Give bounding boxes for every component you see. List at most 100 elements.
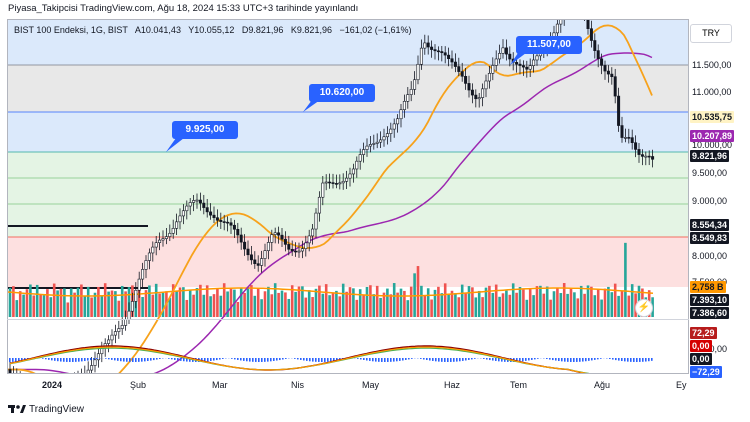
volume-bar — [46, 289, 49, 317]
macd-hist-bar — [399, 358, 401, 361]
macd-hist-bar — [177, 358, 179, 361]
volume-bar — [620, 291, 624, 317]
candle-body — [647, 155, 651, 158]
candle-body — [433, 49, 437, 52]
volume-bar — [365, 286, 369, 317]
candle-body — [494, 58, 498, 66]
candle-body — [640, 154, 644, 157]
volume-bar — [617, 295, 620, 317]
macd-hist-bar — [594, 358, 596, 360]
macd-hist-bar — [465, 358, 467, 361]
candle-body — [426, 42, 430, 48]
macd-hist-bar — [609, 358, 611, 360]
volume-ma-line — [8, 287, 654, 297]
volume-bar — [369, 285, 372, 317]
candle-body — [596, 50, 600, 60]
macd-hist-bar — [222, 358, 224, 359]
volume-bar — [144, 290, 148, 317]
candle-body — [467, 83, 471, 91]
candle-body — [399, 109, 403, 120]
volume-bar — [362, 294, 365, 317]
macd-hist-bar — [276, 358, 278, 361]
tradingview-footer[interactable]: TradingView — [8, 404, 84, 415]
candle-body — [484, 80, 488, 90]
macd-hist-bar — [258, 358, 260, 362]
date-label: Şub — [130, 380, 147, 390]
candle-body — [372, 143, 376, 145]
volume-bar — [307, 290, 311, 317]
macd-hist-bar — [381, 358, 383, 362]
macd-hist-bar — [330, 358, 332, 362]
macd-hist-bar — [387, 358, 389, 362]
candle-body — [144, 260, 148, 270]
volume-bar — [314, 288, 318, 317]
volume-bar — [586, 285, 590, 317]
candle-body — [297, 250, 301, 253]
price-axis-label: 9.500,00 — [692, 168, 728, 178]
macd-hist-bar — [78, 358, 80, 362]
volume-bar — [25, 289, 29, 317]
candle-body — [96, 353, 100, 361]
volume-bar — [114, 291, 117, 317]
macd-hist-bar — [618, 358, 620, 361]
volume-bar — [562, 283, 566, 317]
volume-bar — [226, 291, 229, 317]
volume-bar — [83, 296, 87, 317]
macd-hist-bar — [648, 358, 650, 362]
volume-bar — [263, 291, 267, 317]
date-label: May — [362, 380, 380, 390]
macd-hist-bar — [576, 358, 578, 362]
volume-bar — [260, 299, 263, 317]
macd-hist-bar — [579, 358, 581, 362]
candle-body — [481, 88, 485, 98]
volume-bar — [471, 287, 474, 317]
volume-bar — [552, 291, 556, 317]
candle-body — [178, 215, 182, 223]
macd-hist-bar — [585, 358, 587, 362]
candle-body — [406, 94, 410, 102]
volume-bar — [76, 287, 80, 317]
candle-body — [501, 47, 505, 54]
volume-bar — [596, 289, 600, 317]
candle-body — [113, 331, 117, 336]
volume-bar — [66, 302, 70, 317]
macd-hist-bar — [294, 358, 296, 359]
candle-body — [277, 232, 281, 236]
lightning-icon[interactable]: ⚡ — [635, 299, 653, 317]
price-chart[interactable] — [8, 20, 688, 373]
macd-hist-bar — [651, 358, 653, 361]
candle-body — [239, 234, 243, 243]
macd-hist-bar — [621, 358, 623, 362]
macd-hist-bar — [318, 358, 320, 362]
candle-body — [222, 221, 226, 223]
macd-hist-bar — [234, 358, 236, 360]
candle-body — [613, 76, 617, 97]
currency-selector[interactable]: TRY — [690, 24, 732, 43]
volume-bar — [467, 286, 471, 317]
volume-bar — [511, 283, 515, 317]
volume-bar — [423, 295, 427, 317]
volume-bar — [477, 290, 481, 317]
candle-body — [236, 228, 240, 236]
volume-bar — [321, 293, 325, 317]
date-label: Nis — [291, 380, 304, 390]
volume-bar — [430, 299, 433, 317]
macd-hist-bar — [168, 358, 170, 359]
volume-bar — [8, 287, 12, 317]
price-axis-label: 11.500,00 — [692, 60, 732, 70]
price-callout: 10.620,00 — [309, 84, 375, 102]
macd-hist-bar — [636, 358, 638, 362]
macd-hist-bar — [378, 358, 380, 362]
candle-body — [392, 123, 396, 130]
candle-body — [270, 234, 274, 243]
candle-body — [283, 238, 287, 245]
candle-body — [402, 101, 406, 110]
candle-body — [365, 145, 369, 150]
macd-chart[interactable] — [8, 320, 688, 373]
volume-bar — [433, 289, 437, 317]
volume-bar — [545, 286, 549, 317]
macd-hist-bar — [615, 358, 617, 361]
callout-pointer — [166, 138, 184, 152]
volume-bar — [505, 290, 508, 317]
volume-bar — [141, 297, 144, 317]
